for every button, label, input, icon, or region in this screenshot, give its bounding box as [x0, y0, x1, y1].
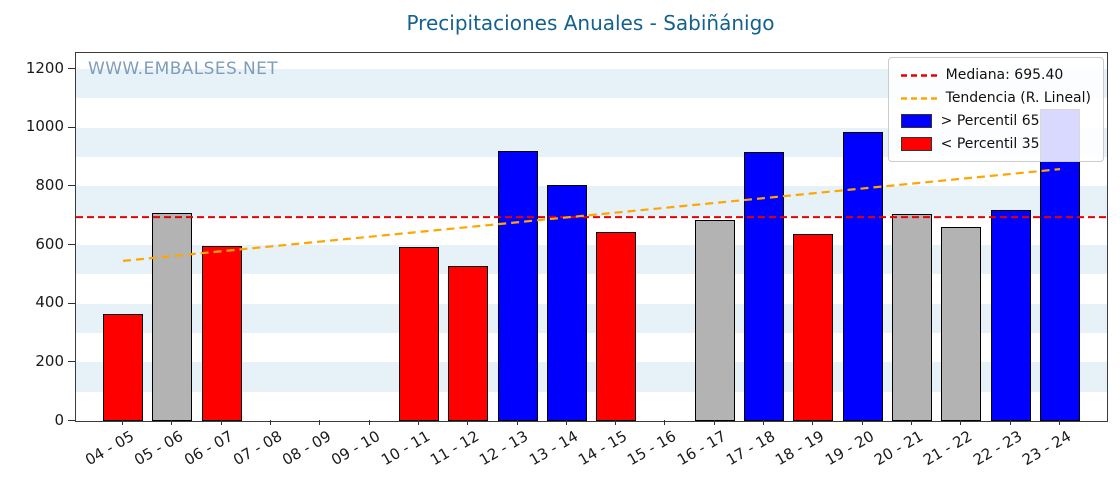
x-tick-mark — [960, 420, 962, 425]
x-tick-label: 11 - 12 — [427, 427, 483, 470]
bar-05-06 — [152, 212, 193, 421]
bar-16-17 — [694, 219, 735, 421]
legend-item-label: < Percentil 35 — [940, 136, 1040, 152]
y-tick-mark — [68, 361, 75, 363]
x-tick-label: 18 - 19 — [772, 427, 828, 470]
x-tick-mark — [1009, 420, 1011, 425]
x-tick-mark — [664, 420, 666, 425]
x-tick-mark — [615, 420, 617, 425]
x-tick-mark — [763, 420, 765, 425]
x-tick-label: 12 - 13 — [476, 427, 532, 470]
x-tick-mark — [220, 420, 222, 425]
x-tick-label: 22 - 23 — [969, 427, 1025, 470]
x-tick-mark — [269, 420, 271, 425]
bar-10-11 — [398, 246, 439, 421]
legend-item-label: Tendencia (R. Lineal) — [945, 90, 1091, 106]
x-tick-mark — [812, 420, 814, 425]
x-tick-label: 16 - 17 — [673, 427, 729, 470]
x-tick-mark — [911, 420, 913, 425]
legend-trend-swatch — [900, 97, 937, 100]
bar-04-05 — [103, 313, 143, 421]
legend-item-trend: Tendencia (R. Lineal) — [900, 90, 1091, 106]
y-tick-label: 400 — [35, 293, 64, 312]
x-tick-mark — [467, 420, 469, 425]
x-tick-label: 20 - 21 — [871, 427, 927, 470]
x-tick-mark — [368, 420, 370, 425]
y-tick-mark — [68, 68, 75, 70]
bar-18-19 — [793, 233, 834, 421]
bar-22-23 — [990, 210, 1031, 421]
bar-06-07 — [201, 245, 242, 421]
y-tick-mark — [68, 126, 75, 128]
x-tick-label: 14 - 15 — [575, 427, 631, 470]
bar-13-14 — [546, 184, 587, 421]
x-tick-label: 23 - 24 — [1018, 427, 1074, 470]
legend-item-above-p65: > Percentil 65 — [900, 113, 1091, 129]
y-tick-label: 0 — [54, 410, 64, 429]
x-tick-label: 10 - 11 — [377, 427, 433, 470]
legend-above-p65-swatch — [900, 114, 932, 128]
x-tick-mark — [319, 420, 321, 425]
x-tick-label: 13 - 14 — [525, 427, 581, 470]
y-tick-label: 800 — [35, 175, 64, 194]
x-tick-mark — [171, 420, 173, 425]
x-tick-label: 04 - 05 — [81, 427, 137, 470]
y-tick-mark — [68, 244, 75, 246]
watermark: WWW.EMBALSES.NET — [88, 59, 279, 79]
x-tick-label: 05 - 06 — [131, 427, 187, 470]
x-tick-label: 17 - 18 — [723, 427, 779, 470]
bar-19-20 — [842, 132, 883, 421]
y-tick-mark — [68, 302, 75, 304]
legend-item-below-p35: < Percentil 35 — [900, 136, 1091, 152]
background-band — [76, 303, 1107, 334]
legend-item-median: Mediana: 695.40 — [900, 67, 1091, 83]
bar-17-18 — [744, 152, 785, 421]
y-tick-label: 1000 — [25, 117, 64, 136]
y-tick-mark — [68, 420, 75, 421]
x-tick-mark — [516, 420, 518, 425]
x-tick-label: 15 - 16 — [624, 427, 680, 470]
x-tick-label: 06 - 07 — [180, 427, 236, 470]
background-band — [76, 362, 1107, 392]
chart-title: Precipitaciones Anuales - Sabiñánigo — [406, 11, 775, 35]
legend-median-swatch — [900, 74, 937, 77]
x-tick-mark — [713, 420, 715, 425]
bar-21-22 — [941, 226, 982, 421]
legend-item-label: Mediana: 695.40 — [945, 67, 1064, 83]
y-tick-mark — [68, 185, 75, 187]
x-tick-label: 21 - 22 — [920, 427, 976, 470]
x-tick-mark — [565, 420, 567, 425]
x-tick-mark — [1059, 420, 1060, 425]
x-tick-mark — [122, 420, 123, 425]
x-tick-mark — [861, 420, 863, 425]
bar-12-13 — [497, 151, 538, 421]
y-tick-label: 1200 — [25, 58, 64, 77]
legend: Mediana: 695.40 Tendencia (R. Lineal) > Pe… — [887, 57, 1104, 162]
x-tick-label: 09 - 10 — [328, 427, 384, 470]
bar-20-21 — [892, 214, 933, 421]
y-tick-label: 200 — [35, 351, 64, 370]
x-tick-label: 07 - 08 — [229, 427, 285, 470]
x-tick-mark — [417, 420, 419, 425]
x-tick-label: 08 - 09 — [279, 427, 335, 470]
legend-below-p35-swatch — [900, 137, 932, 151]
bar-11-12 — [448, 266, 489, 421]
x-tick-label: 19 - 20 — [821, 427, 877, 470]
bar-14-15 — [596, 231, 637, 421]
y-tick-label: 600 — [35, 234, 64, 253]
legend-item-label: > Percentil 65 — [940, 113, 1040, 129]
